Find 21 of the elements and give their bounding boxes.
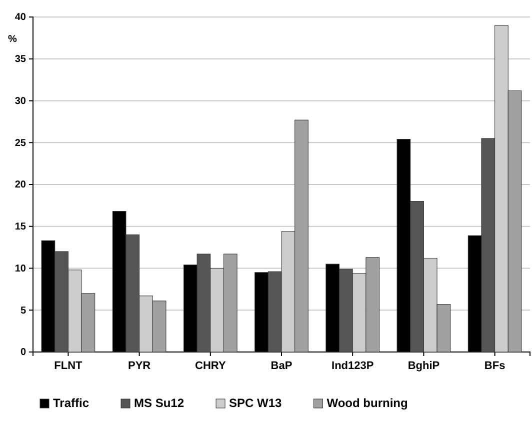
x-tick-label: BghiP xyxy=(408,360,440,372)
y-axis-title: % xyxy=(8,34,17,45)
y-tick-label: 0 xyxy=(20,347,26,358)
legend-label: SPC W13 xyxy=(229,396,282,410)
y-tick-label: 40 xyxy=(14,12,26,24)
y-tick-label: 5 xyxy=(20,305,26,316)
y-tick-label: 15 xyxy=(14,222,26,233)
y-tick-label: 20 xyxy=(14,180,26,191)
y-tick-label: 10 xyxy=(14,263,26,274)
y-tick-label: 25 xyxy=(14,138,26,149)
legend-label: Wood burning xyxy=(326,396,408,410)
y-tick-label: 35 xyxy=(14,54,26,66)
x-tick-label: Ind123P xyxy=(332,360,374,372)
x-tick-label: BaP xyxy=(270,360,292,372)
x-tick-label: BFs xyxy=(484,360,506,372)
x-tick-label: FLNT xyxy=(54,360,83,372)
x-tick-label: PYR xyxy=(128,360,151,372)
legend-label: MS Su12 xyxy=(134,396,184,410)
y-tick-label: 30 xyxy=(14,96,26,107)
legend-label: Traffic xyxy=(53,396,90,410)
x-tick-label: CHRY xyxy=(195,360,226,372)
